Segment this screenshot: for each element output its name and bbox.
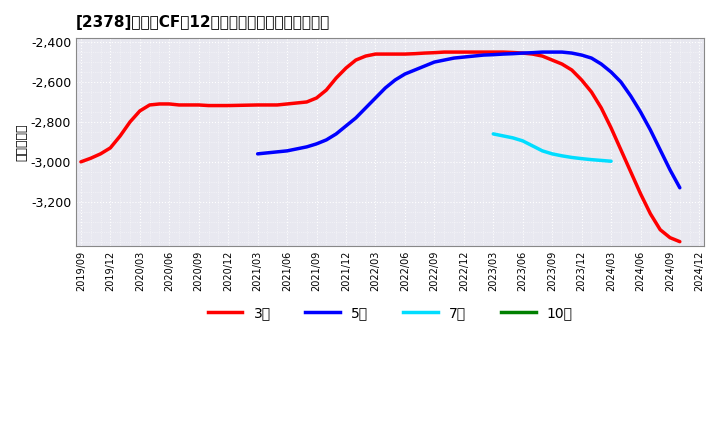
Legend: 3年, 5年, 7年, 10年: 3年, 5年, 7年, 10年 <box>202 301 578 326</box>
Text: [2378]　投賄CFの12か月移動合計の平均値の推移: [2378] 投賄CFの12か月移動合計の平均値の推移 <box>76 15 330 30</box>
Y-axis label: （百万円）: （百万円） <box>15 123 28 161</box>
